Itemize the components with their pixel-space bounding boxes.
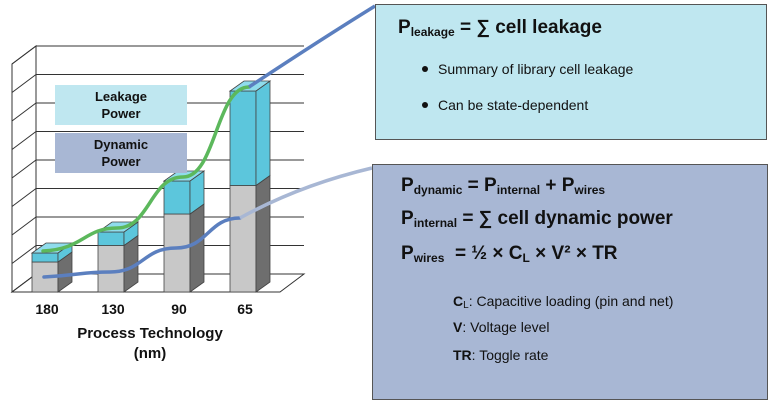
- x-axis-title-line2: (nm): [134, 345, 167, 362]
- def-v-text: : Voltage level: [462, 319, 550, 335]
- legend-label-0-1: Power: [101, 106, 140, 121]
- dyn-eq-sub3: wires: [574, 183, 606, 197]
- chart-bars: [30, 80, 272, 293]
- x-tick-65: 65: [237, 301, 253, 317]
- chart-legend: Leakage Power Dynamic Power: [55, 85, 187, 173]
- dynamic-connector: [239, 166, 373, 220]
- x-tick-130: 130: [101, 301, 125, 317]
- legend-swatch-1: [55, 133, 187, 173]
- def-tr-sym: TR: [453, 347, 472, 363]
- dyn-eq-plus: + P: [545, 175, 575, 196]
- def-toggle-rate: TR: Toggle rate: [453, 347, 548, 363]
- bar-dynamic-65: [229, 185, 257, 293]
- bullet-dot-icon: [422, 66, 428, 73]
- legend-label-1-1: Power: [101, 154, 140, 169]
- bar-65: [228, 80, 272, 293]
- gridline-side: [11, 45, 37, 65]
- leakage-connector: [248, 4, 376, 89]
- legend-label-0-0: Leakage: [95, 89, 147, 104]
- dynamic-equation: Pdynamic = Pinternal + Pwires: [401, 175, 605, 197]
- x-tick-90: 90: [171, 301, 187, 317]
- internal-equation: Pinternal = ∑ cell dynamic power: [401, 208, 673, 230]
- bar-dynamic-side-65: [255, 174, 271, 293]
- wires-equation: Pwires = ½ × CL × V² × TR: [401, 243, 618, 265]
- def-voltage: V: Voltage level: [453, 319, 550, 335]
- dynamic-trend-line: [42, 216, 242, 279]
- gridline-side: [11, 131, 37, 150]
- leakage-eq-rest: = ∑ cell leakage: [460, 17, 602, 38]
- int-eq-sub: internal: [413, 216, 458, 230]
- bar-leakage-side-65: [255, 80, 271, 187]
- int-eq-rest: = ∑ cell dynamic power: [462, 208, 673, 229]
- wires-eq-sub2: L: [522, 251, 530, 265]
- leakage-eq-p: P: [398, 17, 411, 38]
- def-capacitive-loading: CL: Capacitive loading (pin and net): [453, 293, 673, 311]
- bar-130: [96, 221, 140, 293]
- bar-dynamic-130: [97, 245, 125, 293]
- bar-90: [162, 170, 206, 293]
- bullet-dot-icon: [422, 102, 428, 109]
- bar-dynamic-90: [163, 213, 191, 293]
- gridline-side: [11, 74, 37, 93]
- legend-swatch-0: [55, 85, 187, 125]
- dynamic-power-box: Pdynamic = Pinternal + Pwires Pinternal …: [372, 164, 768, 400]
- leakage-equation: Pleakage = ∑ cell leakage: [398, 17, 602, 39]
- x-tick-180: 180: [35, 301, 59, 317]
- leakage-bullet-1: Summary of library cell leakage: [422, 61, 633, 77]
- leakage-bullet-2: Can be state-dependent: [422, 97, 588, 113]
- def-cl-text: : Capacitive loading (pin and net): [468, 293, 674, 309]
- dyn-eq-sub2: internal: [496, 183, 541, 197]
- dyn-eq-sub: dynamic: [413, 183, 463, 197]
- leakage-bullet-2-text: Can be state-dependent: [438, 97, 589, 113]
- bar-leakage-180: [31, 252, 59, 263]
- gridline-side: [11, 245, 37, 264]
- gridline-side: [11, 159, 37, 179]
- x-tick-labels: 180 130 90 65: [35, 301, 253, 317]
- def-cl-sym: C: [453, 293, 464, 309]
- def-v-sym: V: [453, 319, 463, 335]
- leakage-bullet-1-text: Summary of library cell leakage: [438, 61, 634, 77]
- x-axis-title-line1: Process Technology: [77, 325, 223, 342]
- leakage-eq-sub: leakage: [410, 25, 455, 39]
- gridline-side: [11, 188, 37, 207]
- int-eq-p: P: [401, 208, 414, 229]
- bar-leakage-90: [163, 180, 191, 215]
- gridline-side: [11, 216, 37, 236]
- bar-dynamic-side-90: [189, 203, 205, 293]
- gridline-side: [11, 102, 37, 122]
- def-tr-text: : Toggle rate: [471, 347, 549, 363]
- wires-eq-rest2: × V² × TR: [535, 243, 618, 264]
- wires-eq-sub: wires: [413, 251, 445, 265]
- bar-leakage-65: [229, 90, 257, 186]
- bar-leakage-130: [97, 231, 125, 246]
- wires-eq-p: P: [401, 243, 414, 264]
- dyn-eq-equals: = P: [467, 175, 497, 196]
- def-cl-sub: L: [463, 300, 469, 311]
- dyn-eq-p: P: [401, 175, 414, 196]
- trend-lines: [41, 4, 376, 279]
- leakage-power-box: Pleakage = ∑ cell leakage Summary of lib…: [375, 4, 767, 140]
- leakage-trend-line: [41, 85, 251, 253]
- wires-eq-rest1: = ½ × C: [454, 243, 523, 264]
- legend-label-1-0: Dynamic: [94, 137, 148, 152]
